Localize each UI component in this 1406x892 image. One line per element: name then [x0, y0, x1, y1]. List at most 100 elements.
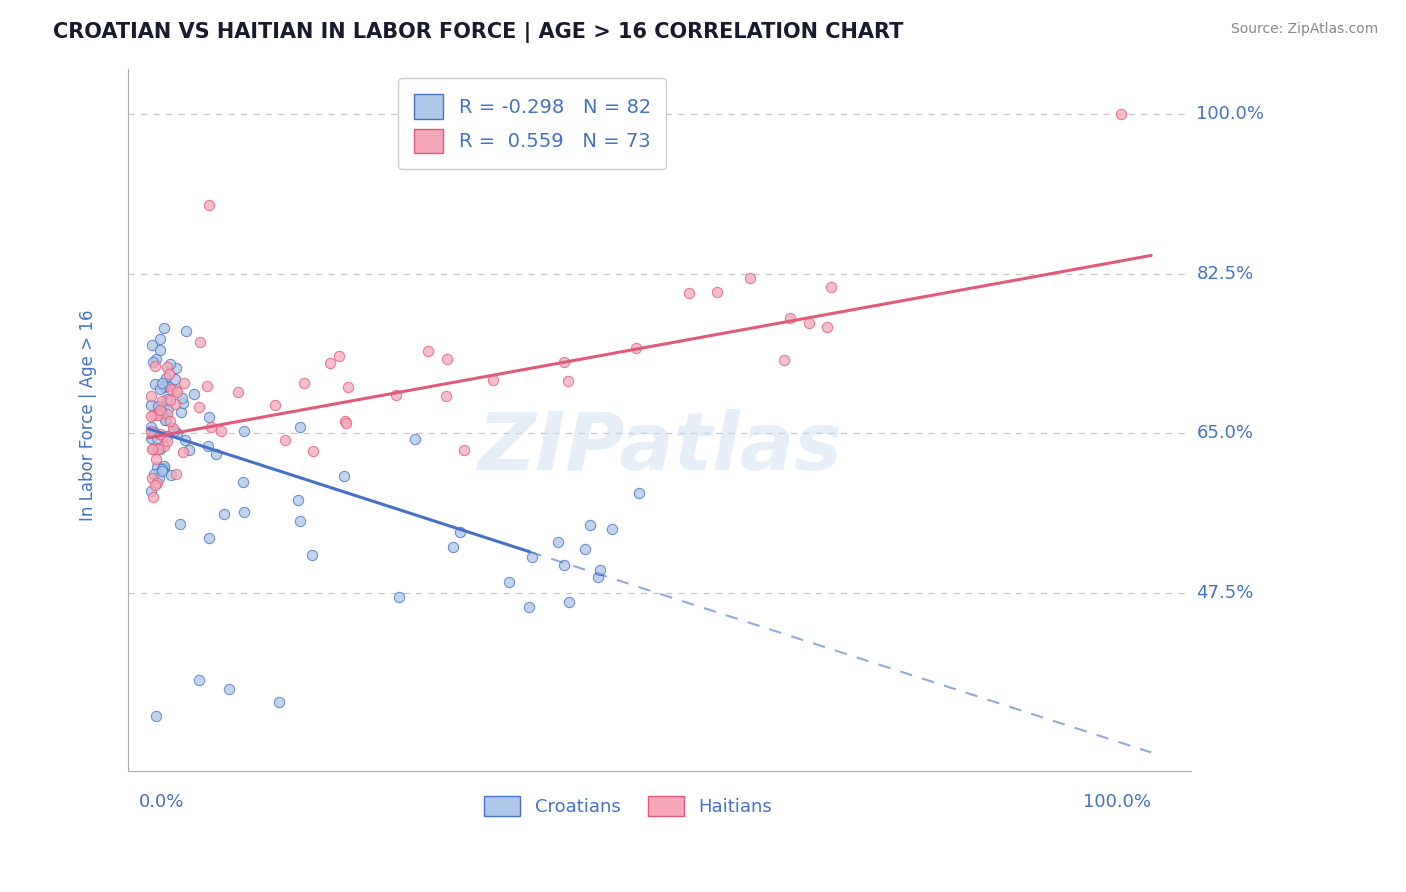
Point — [624, 341, 647, 355]
Point — [815, 320, 838, 334]
Point — [628, 486, 651, 500]
Point — [150, 463, 173, 477]
Point — [165, 360, 187, 375]
Point — [188, 335, 211, 350]
Point — [328, 349, 350, 363]
Point — [319, 356, 342, 370]
Point — [145, 352, 167, 367]
Point — [333, 468, 356, 483]
Legend: Croatians, Haitians: Croatians, Haitians — [475, 787, 780, 825]
Point — [209, 424, 232, 438]
Point — [141, 419, 163, 434]
Text: Source: ZipAtlas.com: Source: ZipAtlas.com — [1230, 22, 1378, 37]
Point — [146, 442, 169, 457]
Point — [600, 522, 623, 536]
Point — [165, 384, 187, 398]
Point — [287, 492, 309, 507]
Point — [160, 468, 183, 483]
Point — [149, 427, 172, 442]
Point — [586, 570, 609, 584]
Point — [197, 531, 219, 545]
Point — [152, 393, 174, 408]
Point — [159, 383, 181, 397]
Point — [574, 542, 596, 557]
Point — [141, 431, 163, 445]
Point — [233, 424, 256, 438]
Point — [232, 505, 254, 519]
Point — [165, 397, 187, 411]
Point — [404, 432, 426, 446]
Point — [145, 451, 167, 466]
Point — [335, 417, 357, 431]
Point — [301, 443, 323, 458]
Point — [149, 332, 172, 346]
Point — [436, 351, 458, 366]
Point — [156, 429, 179, 443]
Text: 0.0%: 0.0% — [138, 794, 184, 812]
Point — [165, 372, 187, 386]
Point — [553, 354, 575, 368]
Point — [153, 458, 176, 473]
Point — [179, 442, 201, 457]
Point — [141, 398, 163, 412]
Point — [152, 320, 174, 334]
Point — [558, 595, 581, 609]
Point — [187, 673, 209, 687]
Point — [163, 424, 186, 438]
Point — [142, 355, 165, 369]
Point — [589, 563, 612, 577]
Point — [152, 401, 174, 415]
Point — [155, 412, 177, 426]
Point — [520, 549, 543, 564]
Point — [547, 535, 569, 549]
Point — [153, 380, 176, 394]
Point — [195, 379, 218, 393]
Point — [159, 392, 181, 407]
Point — [166, 426, 188, 441]
Point — [148, 403, 170, 417]
Point — [172, 391, 194, 405]
Point — [157, 367, 180, 381]
Point — [779, 310, 801, 325]
Point — [141, 424, 163, 438]
Point — [678, 286, 700, 301]
Point — [149, 382, 172, 396]
Point — [553, 558, 575, 572]
Point — [187, 400, 209, 414]
Point — [169, 517, 191, 532]
Point — [449, 525, 471, 540]
Point — [197, 439, 219, 453]
Point — [149, 442, 172, 456]
Point — [174, 433, 197, 447]
Point — [772, 353, 794, 368]
Point — [288, 420, 311, 434]
Point — [740, 271, 762, 285]
Point — [146, 475, 169, 490]
Point — [156, 392, 179, 406]
Point — [155, 371, 177, 385]
Point — [301, 548, 323, 562]
Point — [141, 442, 163, 456]
Point — [294, 376, 316, 390]
Point — [197, 198, 219, 212]
Point — [226, 384, 249, 399]
Point — [706, 285, 728, 299]
Point — [441, 540, 464, 554]
Text: 100.0%: 100.0% — [1083, 794, 1152, 812]
Point — [797, 316, 820, 330]
Text: 82.5%: 82.5% — [1197, 265, 1254, 283]
Text: 100.0%: 100.0% — [1197, 105, 1264, 123]
Point — [388, 591, 411, 605]
Text: ZIPatlas: ZIPatlas — [478, 409, 842, 487]
Point — [173, 376, 195, 390]
Point — [146, 406, 169, 420]
Point — [267, 695, 290, 709]
Point — [176, 324, 198, 338]
Point — [143, 467, 166, 482]
Text: CROATIAN VS HAITIAN IN LABOR FORCE | AGE > 16 CORRELATION CHART: CROATIAN VS HAITIAN IN LABOR FORCE | AGE… — [53, 22, 904, 44]
Point — [152, 460, 174, 475]
Point — [263, 397, 285, 411]
Point — [155, 379, 177, 393]
Point — [156, 401, 179, 416]
Point — [146, 399, 169, 413]
